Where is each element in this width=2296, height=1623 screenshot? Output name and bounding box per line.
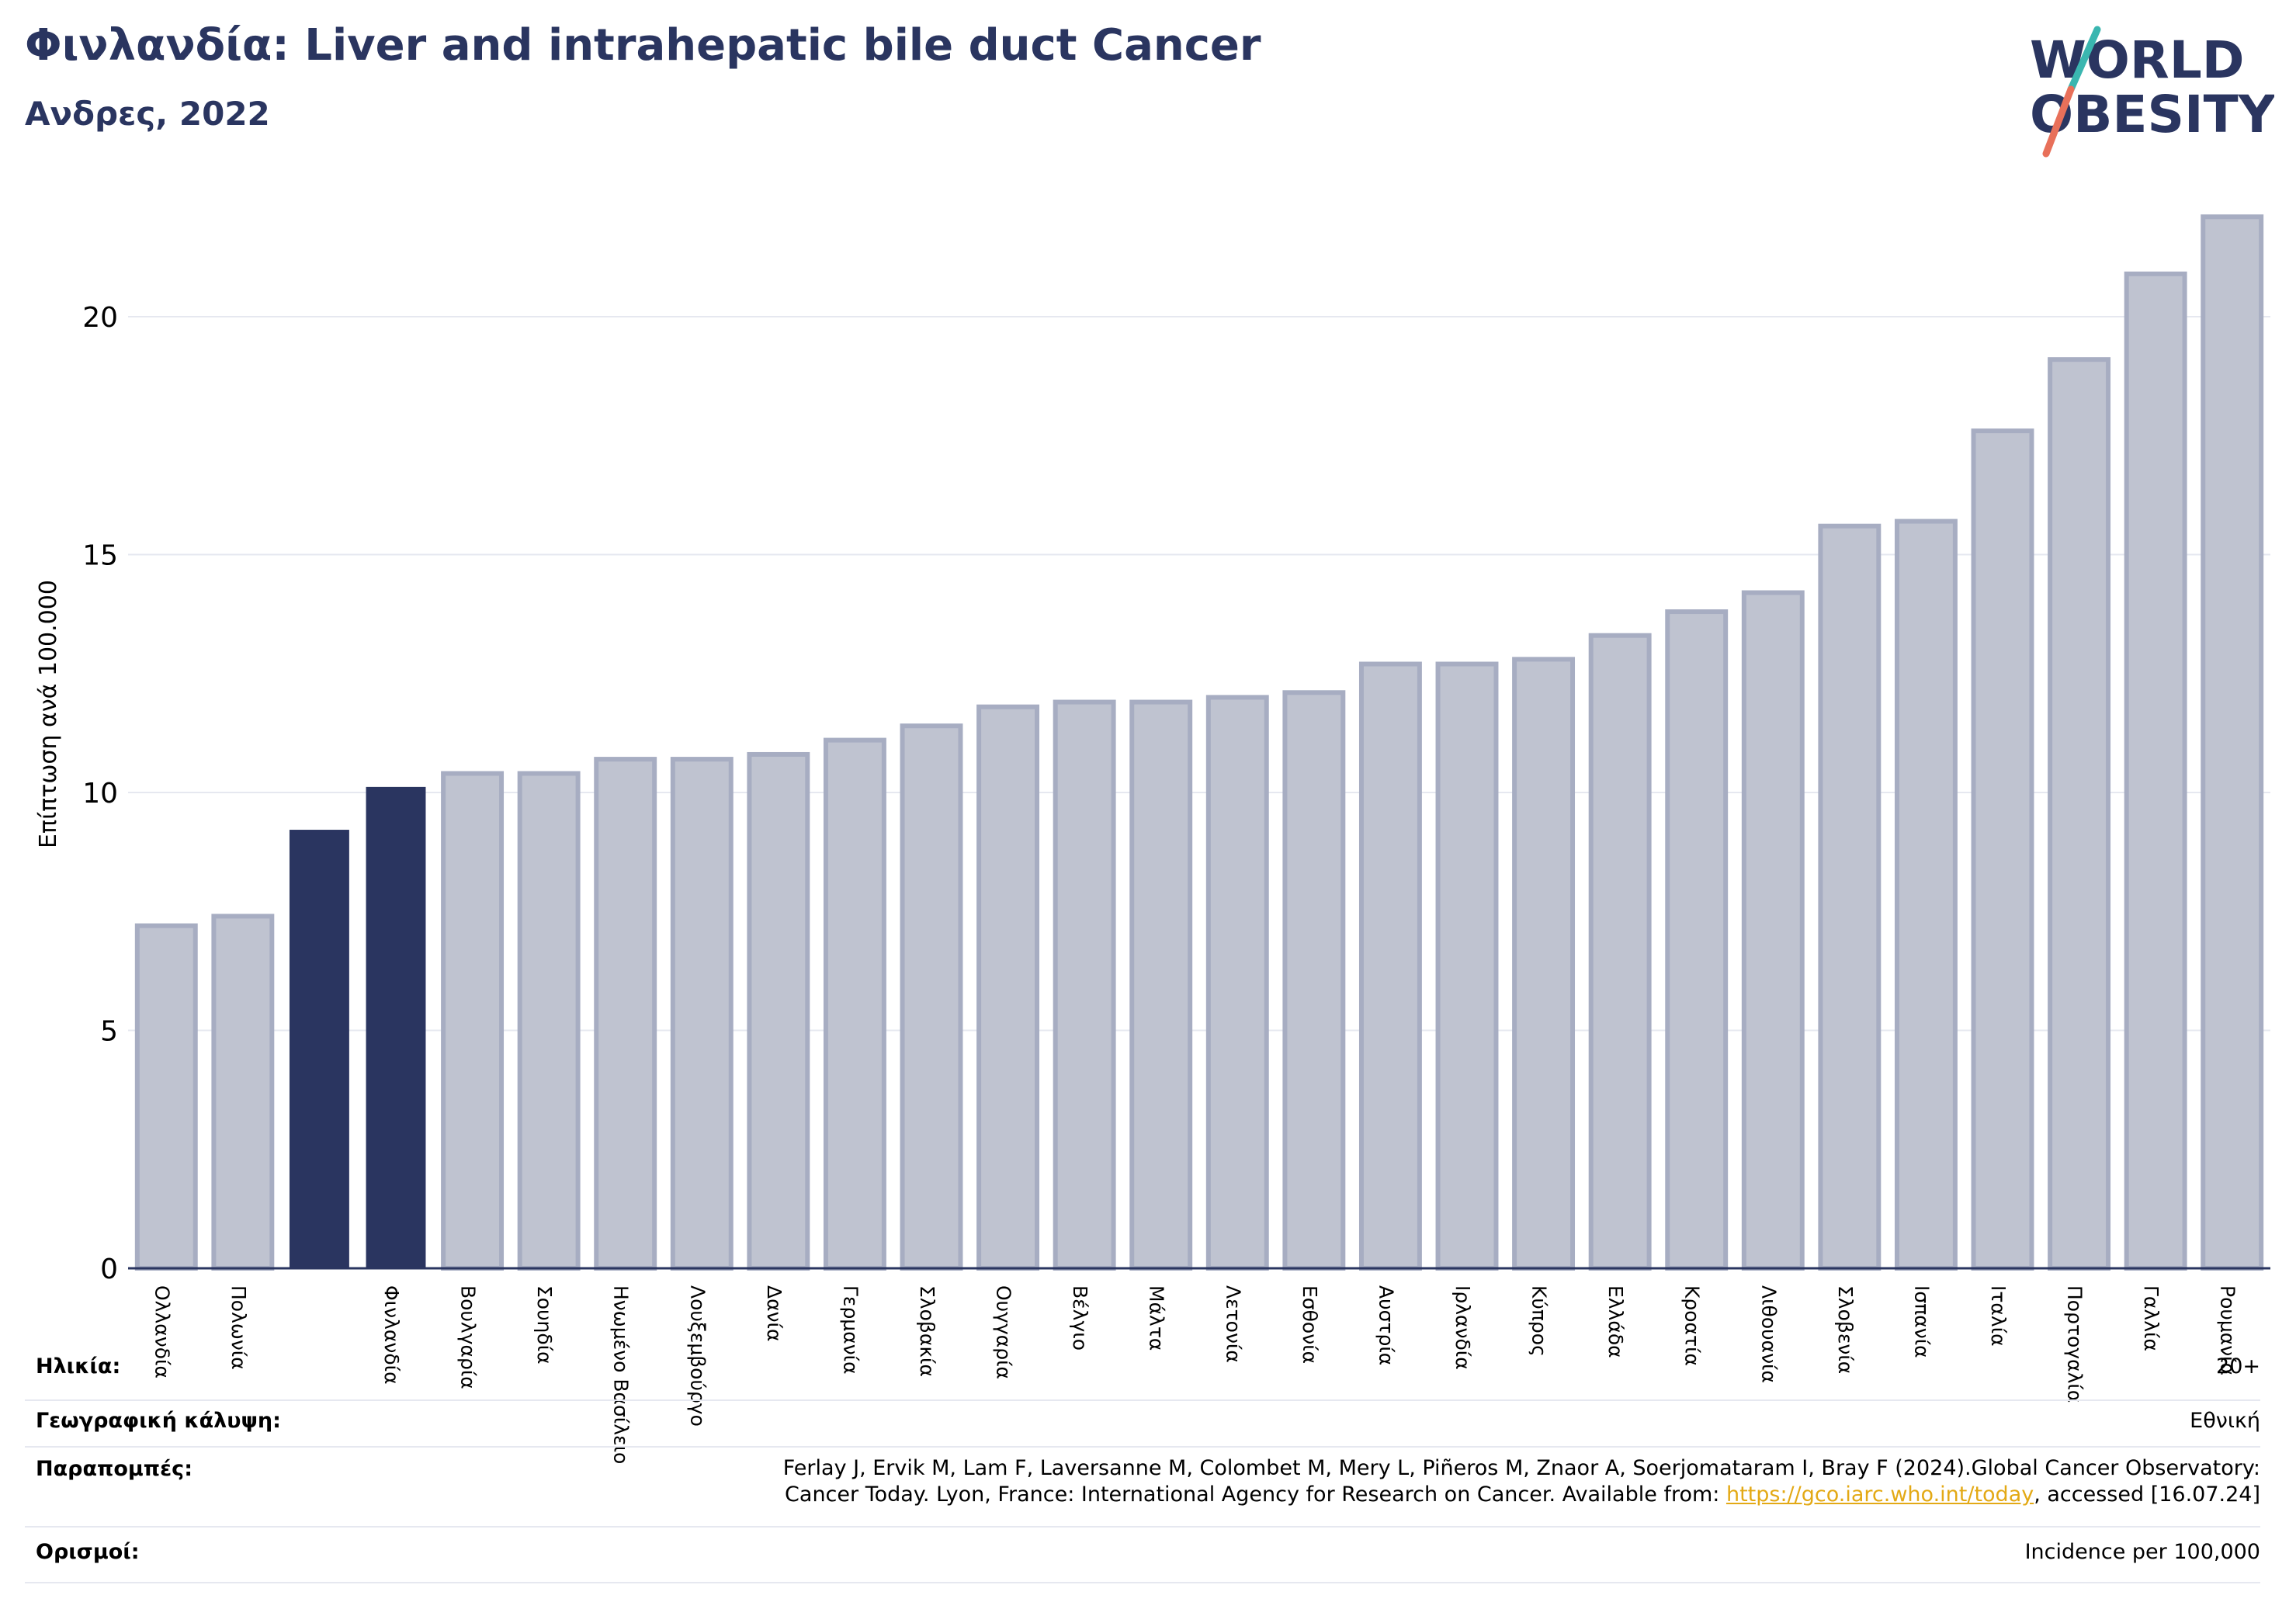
- x-tick-label: Κύπρος: [1528, 1285, 1551, 1357]
- bar-2: [289, 830, 349, 1270]
- bar-6: [594, 757, 657, 1271]
- info-row-age: Ηλικία: 20+: [25, 1347, 2260, 1401]
- chart-subtitle: Ανδρες, 2022: [25, 95, 270, 133]
- logo-world-text: WORLD: [2030, 30, 2245, 90]
- bar-10: [900, 723, 963, 1271]
- y-tick-label: 10: [82, 778, 118, 810]
- bars: [134, 214, 2264, 1271]
- bar-0: [134, 923, 198, 1271]
- bar-24: [1971, 428, 2034, 1271]
- x-tick-label: Ιταλία: [1987, 1285, 2010, 1347]
- bar-25: [2048, 357, 2111, 1271]
- x-tick-label: Ρουμανία: [2217, 1285, 2239, 1375]
- bar-27: [2201, 214, 2264, 1271]
- bar-15: [1282, 690, 1346, 1271]
- bar-19: [1588, 633, 1652, 1271]
- bar-21: [1741, 590, 1805, 1271]
- references-link[interactable]: https://gco.iarc.who.int/today: [1725, 1483, 2034, 1507]
- references-label: Παραπομπές:: [36, 1457, 192, 1481]
- chart-title: Φινλανδία: Liver and intrahepatic bile d…: [25, 20, 1261, 71]
- y-tick-label: 5: [100, 1016, 118, 1048]
- info-row-definitions: Ορισμοί: Incidence per 100,000: [25, 1526, 2260, 1583]
- x-tick-label: Σλοβενία: [1834, 1285, 1857, 1374]
- references-text: Ferlay J, Ervik M, Lam F, Laversanne M, …: [783, 1455, 2260, 1508]
- y-axis-ticks: 0 5 10 15 20: [82, 302, 118, 1285]
- x-tick-label: Ελλάδα: [1604, 1285, 1627, 1358]
- world-obesity-logo: WORLD OBESITY: [2030, 26, 2274, 158]
- bar-16: [1358, 661, 1422, 1271]
- bar-23: [1894, 518, 1958, 1271]
- x-tick-label: Γερμανία: [839, 1285, 862, 1375]
- bar-chart: 0 5 10 15 20 Ολλανδία Πολωνία Φινλανδία Βουλγαρ…: [35, 214, 2270, 1464]
- x-tick-label: Εσθονία: [1299, 1285, 1321, 1364]
- age-label: Ηλικία:: [36, 1354, 121, 1379]
- references-line2: Cancer Today. Lyon, France: Internationa…: [783, 1482, 2260, 1508]
- references-line1: Ferlay J, Ervik M, Lam F, Laversanne M, …: [782, 1456, 2260, 1480]
- bar-12: [1053, 699, 1116, 1271]
- bar-26: [2124, 271, 2187, 1271]
- references-line2-post: , accessed [16.07.24]: [2034, 1483, 2260, 1507]
- definitions-label: Ορισμοί:: [36, 1540, 140, 1564]
- x-tick-label: Λετονία: [1222, 1285, 1244, 1363]
- x-tick-label: Λιθουανία: [1757, 1285, 1780, 1383]
- bar-18: [1512, 657, 1576, 1271]
- x-axis-ticks: Ολλανδία Πολωνία Φινλανδία Βουλγαρία Σουηδία…: [151, 1285, 2239, 1464]
- x-tick-label: Αυστρία: [1375, 1285, 1397, 1365]
- bar-13: [1129, 699, 1193, 1271]
- definitions-value: Incidence per 100,000: [2024, 1540, 2260, 1564]
- x-tick-label: Γαλλία: [2140, 1285, 2162, 1351]
- logo-slash-bottom: [2042, 85, 2075, 158]
- bar-7: [670, 757, 734, 1271]
- references-line2-pre: Cancer Today. Lyon, France: Internationa…: [785, 1483, 1726, 1507]
- y-axis-title: Επίπτωση ανά 100.000: [35, 580, 62, 848]
- info-row-coverage: Γεωγραφική κάλυψη: Εθνική: [25, 1399, 2260, 1448]
- x-tick-label: Ισπανία: [1910, 1285, 1933, 1358]
- info-row-references: Παραπομπές: Ferlay J, Ervik M, Lam F, La…: [25, 1446, 2260, 1528]
- bar-11: [976, 704, 1040, 1271]
- bar-9: [823, 737, 886, 1271]
- x-tick-label: Μάλτα: [1146, 1285, 1168, 1351]
- x-tick-label: Πολωνία: [227, 1285, 250, 1370]
- x-tick-label: Πορτογαλία: [2064, 1285, 2086, 1403]
- bar-4: [441, 771, 505, 1271]
- bar-20: [1665, 609, 1729, 1271]
- bar-3: [366, 786, 426, 1269]
- bar-14: [1205, 695, 1269, 1271]
- x-tick-label: Βουλγαρία: [457, 1285, 480, 1389]
- x-tick-label: Σλοβακία: [916, 1285, 938, 1377]
- bar-22: [1818, 523, 1882, 1271]
- age-value: 20+: [2216, 1354, 2260, 1379]
- x-tick-label: Ιρλανδία: [1451, 1285, 1474, 1370]
- x-tick-label: Ηνωμένο Βασίλειο: [610, 1285, 633, 1464]
- bar-5: [517, 771, 581, 1271]
- y-tick-label: 15: [82, 540, 118, 572]
- x-tick-label: Ουγγαρία: [993, 1285, 1015, 1379]
- coverage-label: Γεωγραφική κάλυψη:: [36, 1409, 281, 1433]
- x-tick-label: Φινλανδία: [380, 1285, 403, 1385]
- coverage-value: Εθνική: [2190, 1409, 2260, 1433]
- bar-17: [1435, 661, 1499, 1271]
- x-tick-label: Δανία: [763, 1285, 786, 1342]
- x-tick-label: Κροατία: [1681, 1285, 1704, 1366]
- bar-8: [747, 751, 810, 1271]
- x-tick-label: Βέλγιο: [1069, 1285, 1091, 1351]
- x-tick-label: Σουηδία: [533, 1285, 556, 1365]
- logo-slash-top: [2067, 26, 2101, 93]
- x-tick-label: Ολλανδία: [151, 1285, 173, 1379]
- y-tick-label: 0: [100, 1254, 118, 1285]
- bar-1: [211, 914, 275, 1271]
- x-tick-label: Λουξεμβούργο: [686, 1285, 709, 1427]
- y-tick-label: 20: [82, 302, 118, 334]
